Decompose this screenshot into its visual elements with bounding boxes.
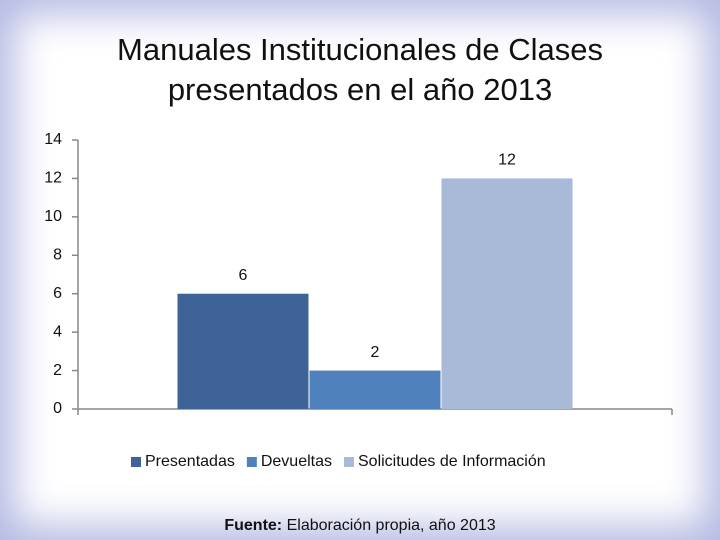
- legend-swatch: [131, 457, 141, 467]
- bar: [441, 178, 573, 409]
- legend-label: Devueltas: [261, 453, 332, 470]
- data-label: 6: [239, 267, 248, 284]
- chart-title: Manuales Institucionales de Clases prese…: [117, 32, 603, 107]
- y-tick-label: 6: [53, 285, 62, 302]
- y-tick-label: 8: [53, 247, 62, 264]
- source-text: Elaboración propia, año 2013: [287, 517, 496, 534]
- legend-label: Presentadas: [145, 453, 235, 470]
- data-label: 2: [371, 344, 380, 361]
- y-tick-label: 14: [44, 131, 62, 148]
- legend-swatch: [246, 457, 257, 467]
- source-label: Fuente:: [224, 517, 282, 534]
- source-note: Fuente: Elaboración propia, año 2013: [224, 517, 495, 534]
- bar: [177, 293, 309, 409]
- legend-label: Solicitudes de Información: [358, 453, 546, 470]
- y-tick-label: 10: [44, 208, 62, 225]
- y-tick-label: 12: [44, 170, 62, 187]
- legend-swatch: [344, 457, 354, 467]
- y-tick-label: 0: [53, 400, 62, 417]
- data-label: 12: [498, 152, 516, 169]
- y-tick-label: 2: [53, 362, 62, 379]
- bar: [309, 370, 441, 409]
- y-tick-label: 4: [53, 323, 62, 340]
